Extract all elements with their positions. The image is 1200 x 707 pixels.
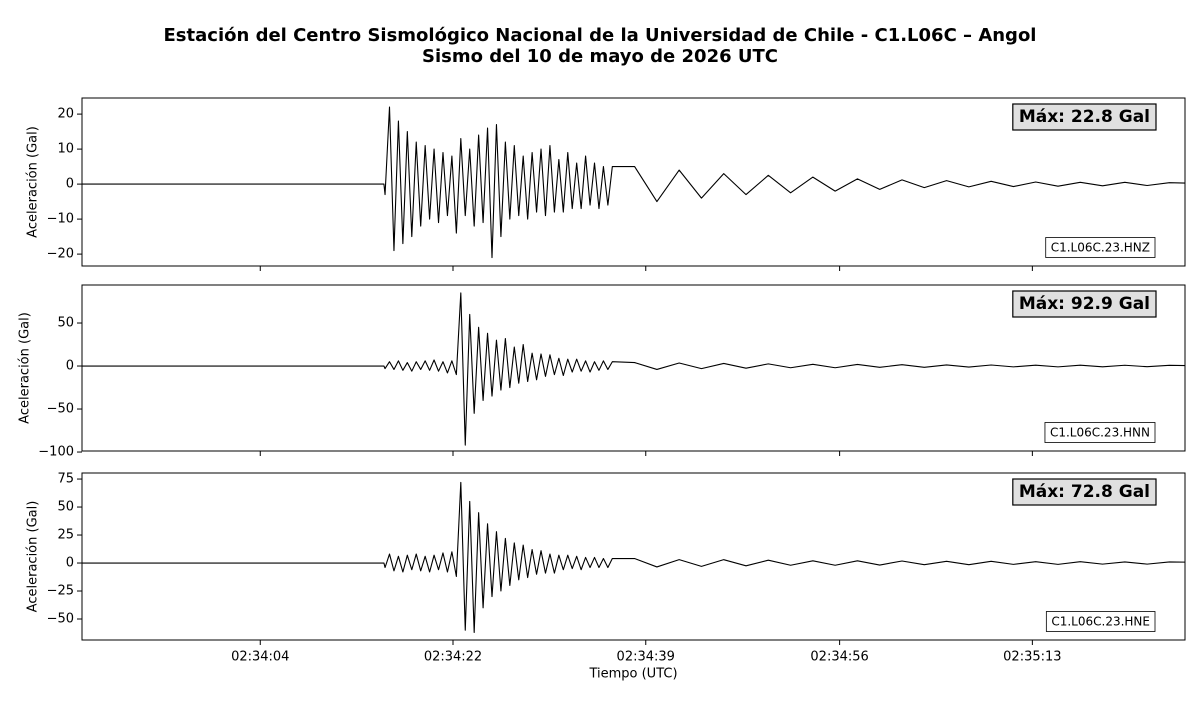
axes-frame (81, 472, 1186, 641)
waveform (82, 481, 1186, 633)
max-annotation: Máx: 22.8 Gal (1019, 107, 1150, 127)
x-tick-label: 02:34:22 (424, 650, 482, 665)
y-tick-label: 50 (57, 316, 74, 331)
y-tick-label: −25 (47, 584, 74, 599)
x-tick-label: 02:35:13 (1003, 650, 1061, 665)
y-tick-label: 10 (57, 142, 74, 157)
x-tick-label: 02:34:04 (231, 650, 289, 665)
y-axis-label: Aceleración (Gal) (26, 501, 41, 613)
max-box (1012, 290, 1157, 318)
y-tick-label: −50 (47, 612, 74, 627)
axes-frame (81, 97, 1186, 267)
y-tick-label: 0 (66, 359, 74, 374)
y-tick-label: −100 (38, 445, 74, 460)
max-box (1012, 478, 1157, 506)
max-box (1012, 103, 1157, 131)
x-tick-label: 02:34:39 (617, 650, 675, 665)
y-tick-label: 20 (57, 107, 74, 122)
waveform (82, 292, 1186, 446)
chart-title: Estación del Centro Sismológico Nacional… (164, 25, 1037, 46)
x-tick-label: 02:34:56 (810, 650, 868, 665)
y-tick-label: 25 (57, 528, 74, 543)
station-label: C1.L06C.23.HNZ (1051, 241, 1150, 255)
y-tick-label: 0 (66, 556, 74, 571)
y-tick-label: 0 (66, 177, 74, 192)
y-tick-label: −50 (47, 402, 74, 417)
x-axis-label: Tiempo (UTC) (588, 667, 677, 682)
y-axis-label: Aceleración (Gal) (18, 312, 33, 424)
station-box (1045, 237, 1156, 258)
station-label: C1.L06C.23.HNE (1051, 615, 1150, 629)
max-annotation: Máx: 72.8 Gal (1019, 482, 1150, 502)
axes-frame (81, 284, 1186, 452)
max-annotation: Máx: 92.9 Gal (1019, 294, 1150, 314)
station-label: C1.L06C.23.HNN (1050, 426, 1150, 440)
y-tick-label: 75 (57, 472, 74, 487)
y-axis-label: Aceleración (Gal) (26, 126, 41, 238)
y-tick-label: −10 (47, 212, 74, 227)
y-tick-label: −20 (47, 247, 74, 262)
waveform (82, 106, 1186, 259)
station-box (1045, 611, 1156, 632)
chart-subtitle: Sismo del 10 de mayo de 2026 UTC (422, 46, 778, 67)
station-box (1044, 422, 1156, 443)
y-tick-label: 50 (57, 500, 74, 515)
